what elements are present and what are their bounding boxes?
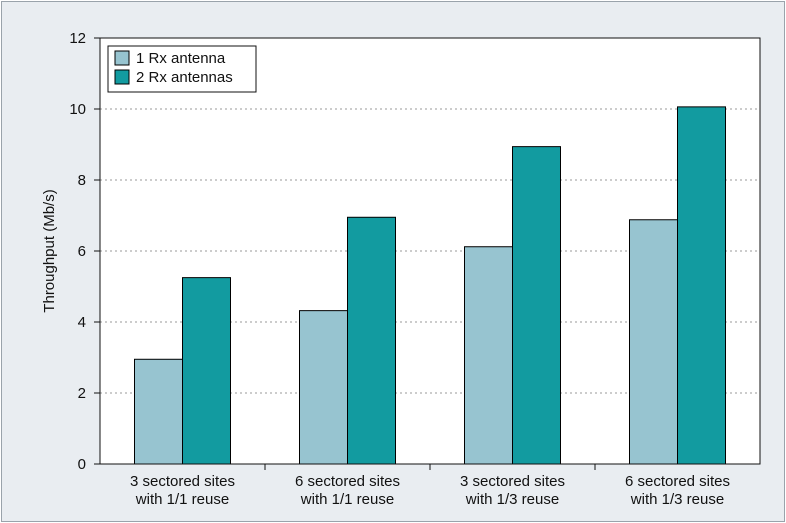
legend-label: 2 Rx antennas [136,69,233,86]
legend-label: 1 Rx antenna [136,50,226,67]
x-tick-label: 6 sectored sites [625,473,730,490]
y-tick-label: 2 [78,385,86,402]
bar [629,219,678,465]
x-tick-label: with 1/1 reuse [135,491,229,508]
bar [347,216,396,465]
bar [677,106,726,465]
x-tick-label: 6 sectored sites [295,473,400,490]
y-tick-label: 12 [69,30,86,47]
bar [182,277,231,465]
y-tick-label: 8 [78,172,86,189]
y-axis-title: Throughput (Mb/s) [41,189,58,312]
bar [299,310,348,465]
plot-border [99,37,761,465]
legend-swatch [114,50,130,66]
bar [134,358,183,465]
x-tick-label: 3 sectored sites [130,473,235,490]
bar [512,146,561,465]
y-tick-label: 10 [69,101,86,118]
x-tick-label: with 1/3 reuse [465,491,559,508]
legend-box [107,45,257,93]
y-tick-label: 4 [78,314,86,331]
y-tick-label: 6 [78,243,86,260]
legend-swatch [114,69,130,85]
y-tick-label: 0 [78,456,86,473]
x-tick-label: with 1/1 reuse [300,491,394,508]
x-tick-label: 3 sectored sites [460,473,565,490]
x-tick-label: with 1/3 reuse [630,491,724,508]
bar [464,246,513,465]
